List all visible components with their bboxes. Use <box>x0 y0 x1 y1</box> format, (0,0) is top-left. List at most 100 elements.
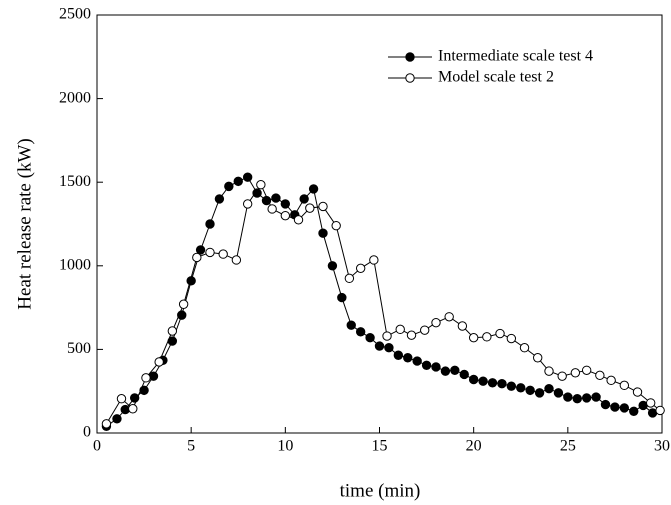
data-point <box>305 203 315 213</box>
data-point <box>344 273 355 284</box>
x-tick-label: 20 <box>466 438 482 455</box>
data-point <box>544 366 554 376</box>
data-point <box>406 330 417 340</box>
legend-label: Intermediate scale test 4 <box>438 48 593 65</box>
data-point <box>619 380 630 391</box>
data-point <box>242 199 253 209</box>
y-tick-label: 500 <box>67 340 91 357</box>
y-tick-label: 1000 <box>59 256 91 273</box>
data-point <box>487 378 498 388</box>
data-point <box>646 398 656 408</box>
x-axis-title: time (min) <box>340 480 421 501</box>
data-point <box>331 220 341 231</box>
data-point <box>308 184 319 194</box>
data-point <box>450 365 460 375</box>
data-point <box>468 374 479 385</box>
data-point <box>581 365 592 375</box>
data-point <box>148 371 159 381</box>
data-point <box>420 325 430 335</box>
x-tick-label: 30 <box>654 438 670 455</box>
data-point <box>606 375 616 386</box>
data-point <box>403 353 413 363</box>
data-point <box>242 172 253 182</box>
data-point <box>355 327 366 337</box>
data-point <box>572 394 582 404</box>
data-point <box>482 332 492 342</box>
data-point <box>154 357 164 367</box>
data-point <box>128 404 138 414</box>
y-tick-label: 0 <box>83 424 91 441</box>
data-point <box>369 255 379 265</box>
data-point <box>570 368 581 378</box>
data-point <box>444 312 454 322</box>
data-point <box>205 247 215 258</box>
data-point <box>468 332 479 343</box>
data-point <box>619 403 630 413</box>
data-point <box>346 320 356 330</box>
data-point <box>459 369 469 380</box>
data-point <box>557 371 567 381</box>
x-tick-label: 15 <box>372 438 388 455</box>
data-point <box>195 245 206 255</box>
series-line <box>105 183 661 425</box>
data-point <box>233 176 243 187</box>
y-axis-title: Heat release rate (kW) <box>14 138 35 309</box>
data-point <box>629 406 639 416</box>
data-point <box>327 261 338 271</box>
data-point <box>395 324 405 335</box>
x-tick-label: 25 <box>560 438 576 455</box>
data-point <box>534 388 545 398</box>
data-point <box>506 381 517 391</box>
data-point <box>218 249 228 259</box>
legend-label: Model scale test 2 <box>438 69 554 86</box>
data-point <box>478 376 488 386</box>
data-point <box>116 394 127 404</box>
data-point <box>553 388 564 398</box>
legend-marker <box>405 52 415 62</box>
data-point <box>533 353 543 363</box>
data-point <box>563 392 573 402</box>
data-point <box>112 414 122 424</box>
data-point <box>457 321 468 331</box>
data-point <box>374 341 385 351</box>
data-point <box>412 356 422 366</box>
data-point <box>280 199 291 209</box>
data-point <box>337 292 347 303</box>
data-point <box>431 317 441 328</box>
data-point <box>655 405 665 416</box>
data-point <box>632 387 643 397</box>
data-point <box>101 419 112 429</box>
data-point <box>214 194 225 204</box>
data-point <box>431 362 441 372</box>
data-point <box>544 383 554 394</box>
data-point <box>318 201 328 212</box>
data-point <box>610 402 620 412</box>
data-point <box>365 332 375 343</box>
data-point <box>421 360 432 370</box>
data-point <box>519 343 530 353</box>
data-point <box>280 210 291 221</box>
x-tick-label: 0 <box>93 438 101 455</box>
data-point <box>440 366 451 376</box>
data-point <box>506 333 517 344</box>
data-point <box>497 378 507 389</box>
x-tick-label: 5 <box>187 438 195 455</box>
data-point <box>271 193 281 203</box>
data-point <box>192 252 202 263</box>
data-point <box>600 399 611 410</box>
data-point <box>224 181 234 192</box>
data-point <box>318 228 328 238</box>
data-point <box>178 299 189 309</box>
data-point <box>525 385 535 396</box>
data-point <box>384 343 394 353</box>
data-point <box>516 383 526 393</box>
y-tick-label: 2000 <box>59 89 91 106</box>
data-point <box>293 215 304 225</box>
data-point <box>252 188 262 198</box>
data-point <box>393 350 404 360</box>
data-point <box>595 370 605 381</box>
data-point <box>299 194 309 204</box>
data-point <box>495 328 505 339</box>
data-point <box>355 263 366 274</box>
